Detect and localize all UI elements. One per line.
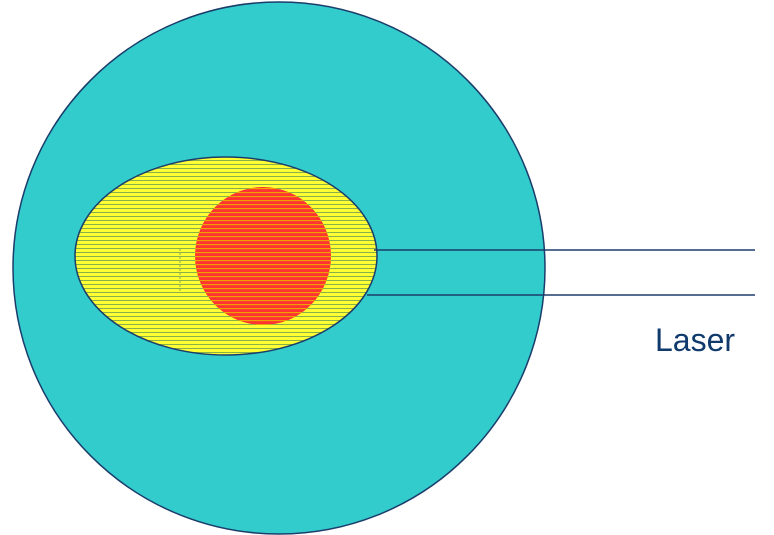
inner-hot-spot	[195, 187, 331, 325]
laser-label: Laser	[655, 322, 735, 358]
